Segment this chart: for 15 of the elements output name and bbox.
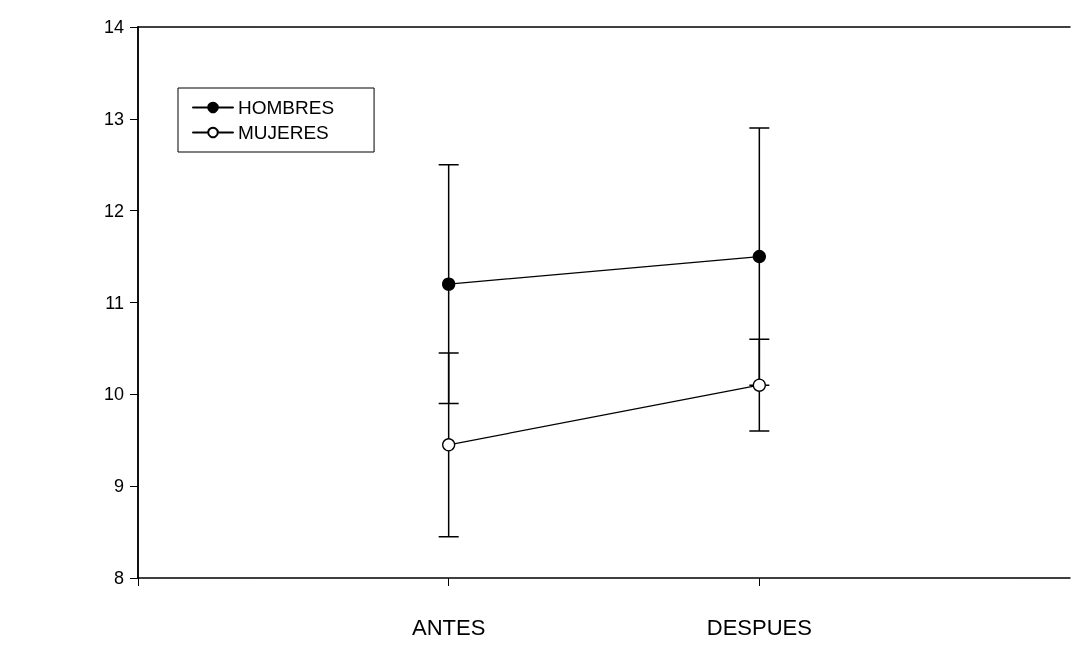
y-tick-label: 10 bbox=[103, 384, 124, 405]
point bbox=[442, 277, 456, 291]
point bbox=[442, 438, 456, 452]
x-tick-label: DESPUES bbox=[706, 614, 812, 640]
point bbox=[752, 249, 766, 264]
legend-label: HOMBRES bbox=[238, 97, 335, 118]
y-tick-label: 14 bbox=[103, 17, 124, 37]
y-tick-label: 13 bbox=[103, 108, 124, 129]
point bbox=[752, 378, 766, 392]
x-tick-label: ANTES bbox=[411, 614, 486, 640]
y-tick-label: 12 bbox=[103, 200, 124, 221]
y-tick-label: 11 bbox=[105, 292, 124, 313]
y-tick-label: 8 bbox=[113, 568, 124, 588]
legend-label: MUJERES bbox=[238, 122, 329, 143]
y-tick-label: 9 bbox=[113, 476, 124, 497]
